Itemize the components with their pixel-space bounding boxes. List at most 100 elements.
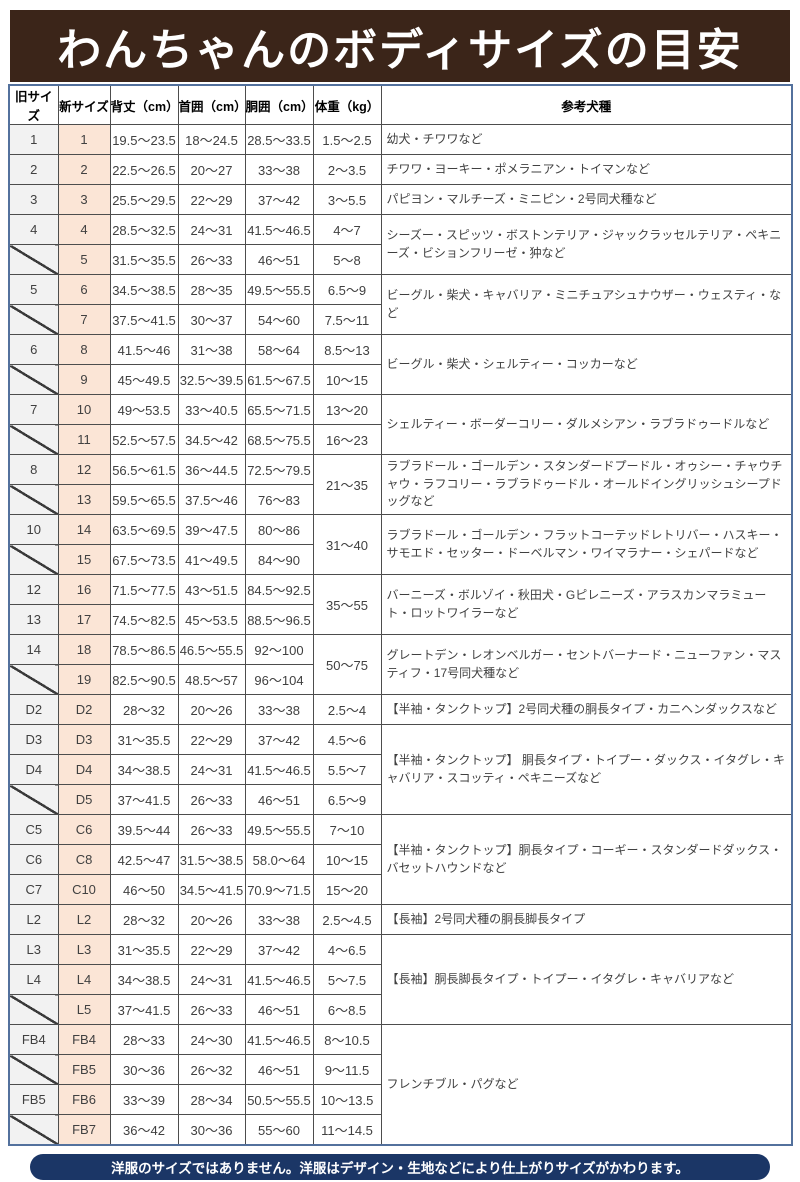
cell-back-length: 52.5～57.5 bbox=[109, 424, 179, 455]
cell-new-size: FB6 bbox=[57, 1084, 111, 1115]
cell-new-size: FB4 bbox=[57, 1024, 111, 1055]
cell-weight: 21～35 bbox=[312, 454, 382, 515]
cell-back-length: 37.5～41.5 bbox=[109, 304, 179, 335]
cell-back-length: 30～36 bbox=[109, 1054, 179, 1085]
col-header-neck-girth: 首囲（cm） bbox=[177, 84, 247, 125]
cell-old-size-empty bbox=[8, 1054, 59, 1085]
cell-neck-girth: 37.5～46 bbox=[177, 484, 246, 515]
table-row: FB4 FB4 28～33 24～30 41.5～46.5 8～10.5 フレンチブル・パグ… bbox=[8, 1024, 793, 1145]
cell-new-size: FB7 bbox=[57, 1114, 111, 1145]
cell-new-size: L2 bbox=[57, 904, 111, 935]
cell-weight: 10～15 bbox=[312, 844, 382, 875]
cell-reference-breeds: チワワ・ヨーキー・ポメラニアン・トイマンなど bbox=[380, 154, 793, 185]
cell-chest-girth: 72.5～79.5 bbox=[244, 454, 314, 485]
cell-chest-girth: 68.5～75.5 bbox=[244, 424, 314, 455]
cell-new-size: 18 bbox=[57, 634, 111, 665]
col-header-reference-breeds: 参考犬種 bbox=[380, 84, 793, 125]
cell-chest-girth: 70.9～71.5 bbox=[244, 874, 314, 905]
cell-neck-girth: 32.5～39.5 bbox=[177, 364, 246, 395]
cell-back-length: 67.5～73.5 bbox=[109, 544, 179, 575]
cell-old-size: D3 bbox=[8, 724, 59, 755]
cell-old-size: L4 bbox=[8, 964, 59, 995]
cell-back-length: 46～50 bbox=[109, 874, 179, 905]
cell-weight: 4.5～6 bbox=[312, 724, 382, 755]
cell-old-size-empty bbox=[8, 784, 59, 815]
cell-chest-girth: 50.5～55.5 bbox=[244, 1084, 314, 1115]
table-header: 旧サイズ 新サイズ 背丈（cm） 首囲（cm） 胴囲（cm） 体重（kg） 参考犬種 bbox=[8, 84, 793, 125]
col-header-weight: 体重（kg） bbox=[312, 84, 382, 125]
cell-neck-girth: 24～31 bbox=[177, 754, 246, 785]
table-row: 3 3 25.5～29.5 22～29 37～42 3～5.5 パピヨン・マルチーズ・ミニピ… bbox=[8, 184, 793, 215]
cell-old-size: FB5 bbox=[8, 1084, 59, 1115]
cell-new-size: 15 bbox=[57, 544, 111, 575]
cell-new-size: C8 bbox=[57, 844, 111, 875]
cell-new-size: 16 bbox=[57, 574, 111, 605]
cell-chest-girth: 28.5～33.5 bbox=[244, 124, 314, 155]
cell-weight: 16～23 bbox=[312, 424, 382, 455]
table-row: D5 37～41.5 26～33 46～51 6.5～9 bbox=[8, 784, 792, 815]
cell-old-size-empty bbox=[8, 664, 59, 695]
col-header-chest-girth: 胴囲（cm） bbox=[244, 84, 314, 125]
cell-neck-girth: 26～33 bbox=[177, 244, 246, 275]
cell-new-size: 1 bbox=[57, 124, 111, 155]
cell-chest-girth: 41.5～46.5 bbox=[244, 214, 314, 245]
cell-chest-girth: 37～42 bbox=[244, 724, 314, 755]
cell-chest-girth: 33～38 bbox=[244, 154, 314, 185]
cell-back-length: 28.5～32.5 bbox=[109, 214, 179, 245]
cell-new-size: L3 bbox=[57, 934, 111, 965]
cell-weight: 7～10 bbox=[312, 814, 382, 845]
cell-reference-breeds: シーズー・スピッツ・ボストンテリア・ジャックラッセルテリア・ペキニーズ・ビション… bbox=[380, 214, 793, 275]
cell-back-length: 34～38.5 bbox=[109, 754, 179, 785]
cell-reference-breeds: フレンチブル・パグなど bbox=[380, 1024, 793, 1145]
cell-neck-girth: 22～29 bbox=[177, 184, 246, 215]
cell-weight: 35～55 bbox=[312, 574, 382, 635]
cell-chest-girth: 65.5～71.5 bbox=[244, 394, 314, 425]
cell-back-length: 56.5～61.5 bbox=[109, 454, 179, 485]
cell-reference-breeds: 【半袖・タンクトップ】2号同犬種の胴長タイプ・カニヘンダックスなど bbox=[380, 694, 793, 725]
cell-chest-girth: 80～86 bbox=[244, 514, 314, 545]
cell-new-size: C10 bbox=[57, 874, 111, 905]
cell-weight: 2.5～4 bbox=[312, 694, 382, 725]
cell-neck-girth: 34.5～42 bbox=[177, 424, 246, 455]
cell-back-length: 63.5～69.5 bbox=[109, 514, 179, 545]
cell-neck-girth: 31～38 bbox=[177, 334, 246, 365]
cell-neck-girth: 26～33 bbox=[177, 994, 246, 1025]
cell-old-size-empty bbox=[8, 994, 59, 1025]
cell-neck-girth: 39～47.5 bbox=[177, 514, 246, 545]
cell-old-size: 8 bbox=[8, 454, 59, 485]
table-row: 6 8 41.5～46 31～38 58～64 8.5～13 ビーグル・柴犬・シェルティー・… bbox=[8, 334, 793, 395]
table-row: 5 31.5～35.5 26～33 46～51 5～8 bbox=[8, 244, 792, 275]
cell-new-size: 6 bbox=[57, 274, 111, 305]
cell-chest-girth: 46～51 bbox=[244, 994, 314, 1025]
cell-new-size: 5 bbox=[57, 244, 111, 275]
cell-chest-girth: 33～38 bbox=[244, 694, 314, 725]
cell-back-length: 22.5～26.5 bbox=[109, 154, 179, 185]
cell-old-size: C7 bbox=[8, 874, 59, 905]
cell-neck-girth: 34.5～41.5 bbox=[177, 874, 246, 905]
cell-old-size: 14 bbox=[8, 634, 59, 665]
cell-neck-girth: 48.5～57 bbox=[177, 664, 246, 695]
table-row: D3 D3 31～35.5 22～29 37～42 4.5～6 【半袖・タンクトップ】 胴長… bbox=[8, 724, 793, 815]
cell-old-size: C5 bbox=[8, 814, 59, 845]
cell-reference-breeds: 【長袖】胴長脚長タイプ・トイプー・イタグレ・キャバリアなど bbox=[380, 934, 793, 1025]
cell-new-size: 7 bbox=[57, 304, 111, 335]
cell-weight: 13～20 bbox=[312, 394, 382, 425]
cell-back-length: 37～41.5 bbox=[109, 994, 179, 1025]
cell-old-size: 2 bbox=[8, 154, 59, 185]
cell-back-length: 42.5～47 bbox=[109, 844, 179, 875]
cell-chest-girth: 41.5～46.5 bbox=[244, 1024, 314, 1055]
cell-weight: 7.5～11 bbox=[312, 304, 382, 335]
cell-old-size: L3 bbox=[8, 934, 59, 965]
cell-back-length: 49～53.5 bbox=[109, 394, 179, 425]
cell-new-size: L5 bbox=[57, 994, 111, 1025]
cell-neck-girth: 43～51.5 bbox=[177, 574, 246, 605]
cell-back-length: 28～32 bbox=[109, 904, 179, 935]
cell-old-size: D2 bbox=[8, 694, 59, 725]
cell-old-size: 3 bbox=[8, 184, 59, 215]
cell-weight: 1.5～2.5 bbox=[312, 124, 382, 155]
table-row: C7 C10 46～50 34.5～41.5 70.9～71.5 15～20 bbox=[8, 874, 792, 905]
cell-weight: 10～13.5 bbox=[312, 1084, 382, 1115]
cell-chest-girth: 41.5～46.5 bbox=[244, 754, 314, 785]
cell-neck-girth: 26～32 bbox=[177, 1054, 246, 1085]
col-header-new-size: 新サイズ bbox=[57, 84, 111, 125]
